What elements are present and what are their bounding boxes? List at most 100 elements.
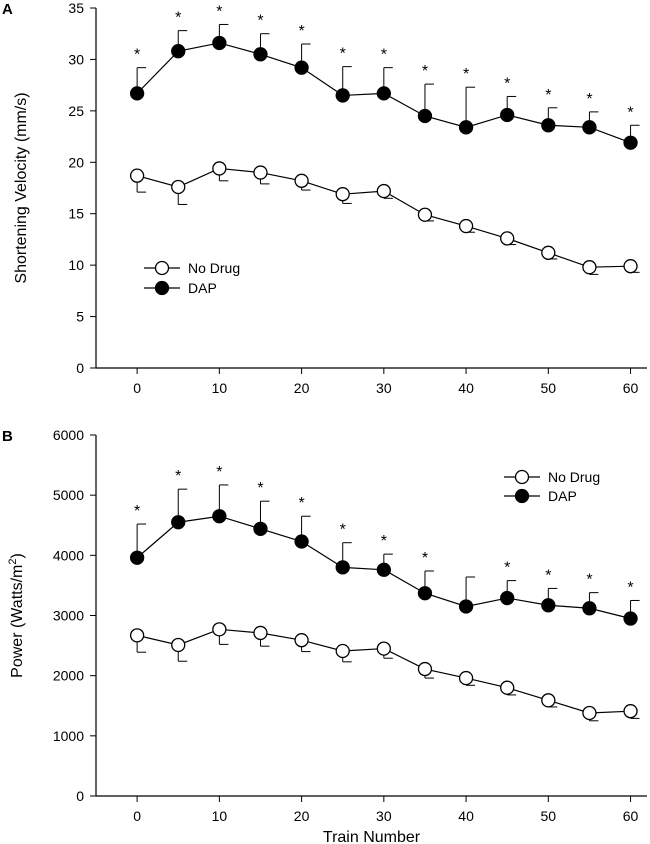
panel-B: B 0 1000 2000 3000 4000 5000 6000 0 10 20 30 40 50 60 P… — [2, 427, 647, 844]
significance-star: * — [422, 550, 428, 567]
x-tick-label: 10 — [212, 380, 228, 396]
series-no-drug — [129, 161, 640, 275]
data-point — [376, 183, 391, 199]
data-point — [623, 611, 638, 626]
y-tick-label: 20 — [68, 154, 84, 170]
data-point — [129, 550, 145, 565]
data-point — [500, 231, 515, 246]
data-point — [376, 641, 391, 656]
series-dap — [129, 23, 640, 150]
panel-A: A 0 5 10 15 20 25 30 35 0 10 20 30 40 50 60 Shortening V… — [2, 0, 647, 396]
data-point — [417, 108, 433, 124]
data-point — [417, 586, 433, 601]
x-tick-label: 30 — [376, 380, 392, 396]
data-point — [541, 245, 556, 260]
legend-label: DAP — [548, 488, 577, 504]
y-tick-label: 3000 — [53, 608, 84, 624]
data-point — [253, 521, 268, 537]
data-point — [417, 207, 433, 222]
y-tick-label: 0 — [76, 360, 84, 376]
data-point — [500, 680, 515, 695]
significance-star: * — [504, 560, 510, 577]
data-point — [171, 637, 186, 653]
data-point — [253, 165, 268, 180]
series-line — [136, 167, 631, 268]
y-tick-label: 35 — [68, 0, 84, 16]
significance-star: * — [134, 47, 140, 64]
data-point — [253, 625, 268, 641]
data-point — [417, 661, 433, 677]
y-tick-label: 5000 — [53, 487, 84, 503]
x-tick-label: 20 — [294, 380, 310, 396]
y-tick-label: 5 — [76, 309, 84, 325]
data-point — [623, 704, 638, 719]
significance-star: * — [545, 567, 551, 584]
data-point — [171, 515, 186, 530]
data-point — [623, 259, 638, 274]
significance-star: * — [586, 572, 592, 589]
data-point — [458, 120, 474, 135]
panel-label: B — [2, 428, 13, 445]
data-point — [294, 173, 309, 188]
data-point — [335, 643, 350, 659]
significance-star: * — [175, 468, 181, 485]
x-tick-label: 0 — [133, 380, 141, 396]
y-axis-title: Shortening Velocity (mm/s) — [13, 92, 30, 283]
y-axis-title: Power (Watts/m2) — [7, 553, 26, 678]
data-point — [376, 86, 391, 101]
series-no-drug — [129, 622, 640, 722]
significance-star: * — [627, 104, 633, 121]
x-tick-label: 20 — [294, 808, 310, 824]
data-point — [335, 88, 350, 103]
x-tick-label: 50 — [541, 380, 557, 396]
data-point — [458, 218, 474, 234]
significance-star: * — [381, 533, 387, 550]
data-point — [335, 187, 350, 202]
significance-star: * — [298, 23, 304, 40]
legend: No Drug DAP — [144, 260, 240, 296]
data-point — [294, 60, 309, 75]
y-tick-label: 6000 — [53, 427, 84, 443]
significance-star: * — [134, 503, 140, 520]
legend: No Drug DAP — [504, 469, 600, 504]
significance-star: * — [381, 47, 387, 64]
significance-star: * — [340, 522, 346, 539]
x-tick-label: 40 — [458, 808, 474, 824]
legend-marker — [154, 280, 170, 296]
y-tick-label: 10 — [68, 257, 84, 273]
significance-star: * — [216, 464, 222, 481]
x-tick-label: 10 — [212, 808, 228, 824]
data-point — [212, 35, 227, 51]
x-tick-label: 30 — [376, 808, 392, 824]
legend-label: DAP — [188, 280, 217, 296]
significance-star: * — [257, 13, 263, 30]
x-tick-label: 60 — [623, 380, 639, 396]
data-point — [129, 86, 145, 101]
significance-star: * — [463, 66, 469, 83]
data-point — [171, 44, 186, 59]
significance-star: * — [340, 46, 346, 63]
data-point — [541, 693, 556, 708]
legend-marker — [514, 469, 530, 485]
legend-label: No Drug — [548, 469, 600, 485]
data-point — [335, 560, 350, 575]
data-point — [582, 120, 597, 135]
panel-label: A — [2, 1, 13, 18]
data-point — [294, 534, 309, 549]
data-point — [500, 107, 515, 123]
significance-star: * — [257, 480, 263, 497]
y-tick-label: 25 — [68, 103, 84, 119]
y-tick-label: 2000 — [53, 668, 84, 684]
data-point — [376, 562, 391, 577]
significance-star: * — [175, 10, 181, 27]
y-tick-label: 0 — [76, 788, 84, 804]
significance-star: * — [216, 3, 222, 20]
significance-star: * — [545, 87, 551, 104]
significance-star: * — [504, 75, 510, 92]
data-point — [212, 622, 227, 637]
y-tick-label: 15 — [68, 206, 84, 222]
data-point — [129, 168, 145, 183]
series-dap — [129, 484, 640, 626]
data-point — [582, 601, 597, 616]
x-axis-title: Train Number — [323, 829, 421, 844]
